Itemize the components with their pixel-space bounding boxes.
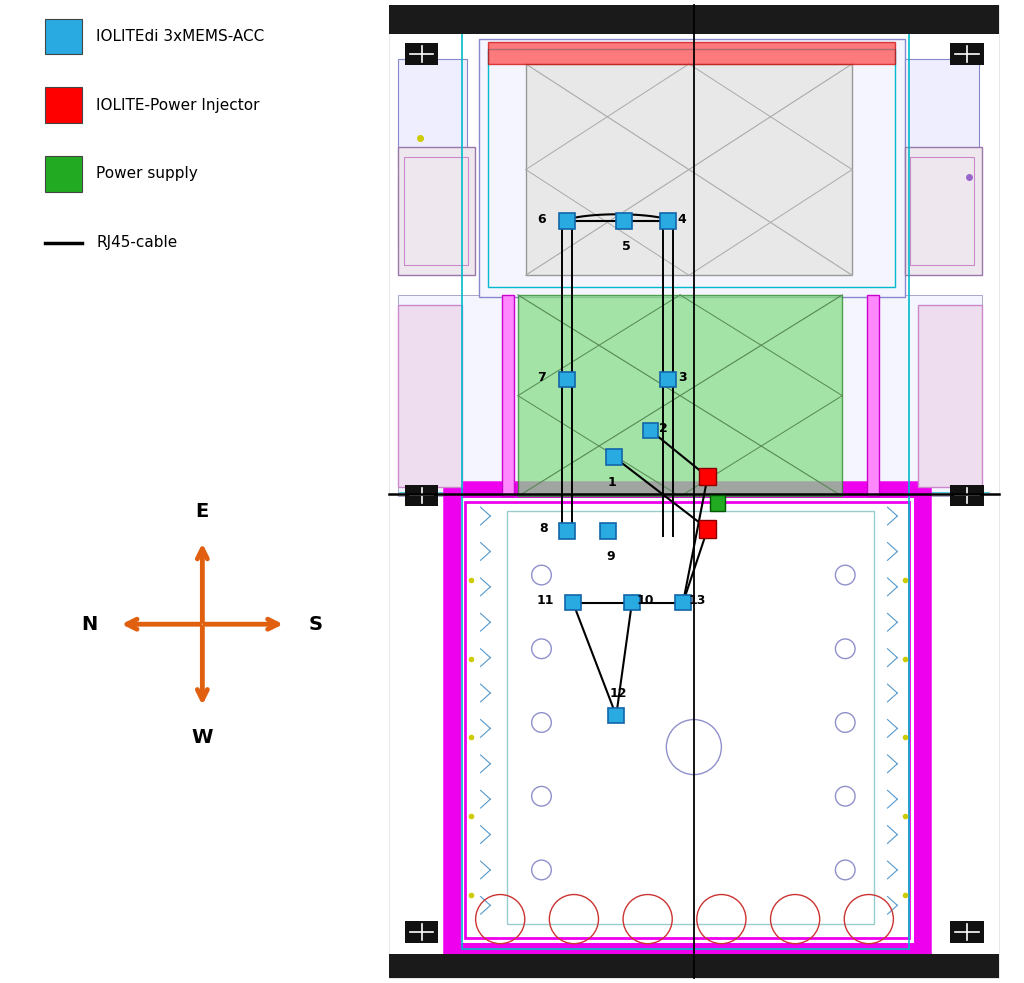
Bar [389,5,998,34]
Text: 9: 9 [606,549,614,563]
Text: 5: 5 [622,240,631,254]
Bar [710,495,725,511]
Text: 12: 12 [609,687,627,701]
Bar [559,213,574,229]
Bar [525,64,852,275]
Bar [404,43,438,65]
Bar [920,177,974,246]
Bar [518,295,843,496]
Bar [905,59,979,167]
Text: 2: 2 [659,422,668,435]
Bar [465,502,909,938]
Text: 7: 7 [538,371,546,384]
Bar [616,213,632,229]
Bar [398,59,467,167]
Bar [565,595,581,610]
Bar [389,954,998,978]
Bar [699,520,716,538]
Text: W: W [191,727,213,747]
Bar [559,523,574,539]
Bar [606,449,623,465]
Bar [600,523,616,539]
Bar [398,295,982,496]
Bar [45,19,82,54]
Bar [675,595,691,610]
Bar [398,147,475,275]
Bar [403,157,468,265]
Bar [404,921,438,943]
Text: 3: 3 [678,371,686,384]
Bar [398,305,462,487]
Bar [608,708,624,723]
Text: 4: 4 [678,212,686,226]
Bar [462,29,909,949]
Bar [867,295,879,496]
Text: N: N [81,614,97,634]
Bar [950,43,984,65]
Text: 11: 11 [537,594,554,607]
Bar [45,87,82,123]
Bar [389,5,998,978]
Text: 8: 8 [540,522,548,536]
Bar [699,468,716,486]
Bar [559,372,574,387]
Bar [478,39,905,297]
Text: 1: 1 [608,476,616,490]
Text: Power supply: Power supply [96,166,198,182]
Text: 6: 6 [538,212,546,226]
Bar [45,156,82,192]
Bar [507,511,873,924]
Bar [905,147,982,275]
Bar [404,485,438,506]
Bar [950,485,984,506]
Bar [398,177,452,246]
Bar [643,423,658,438]
Bar [488,42,895,64]
Text: IOLITEdi 3xMEMS-ACC: IOLITEdi 3xMEMS-ACC [96,29,264,44]
Bar [624,595,640,610]
Bar [910,157,974,265]
Bar [660,213,676,229]
Bar [488,49,895,287]
Bar [950,921,984,943]
Bar [918,305,982,487]
Bar [450,487,925,954]
Bar [457,494,918,946]
Text: E: E [196,501,209,521]
Text: 10: 10 [637,594,654,607]
Text: S: S [308,614,323,634]
Text: IOLITE-Power Injector: IOLITE-Power Injector [96,97,260,113]
Bar [474,511,900,929]
Bar [660,372,676,387]
Text: 13: 13 [688,594,706,607]
Text: RJ45-cable: RJ45-cable [96,235,177,251]
Bar [502,295,514,496]
